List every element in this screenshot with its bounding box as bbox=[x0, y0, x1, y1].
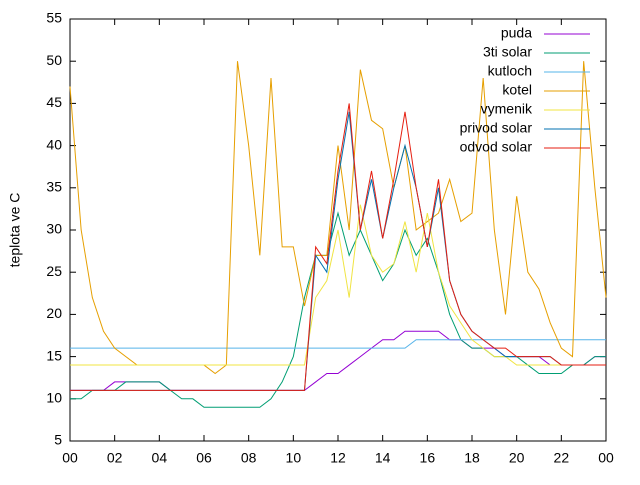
x-tick-label: 10 bbox=[286, 450, 302, 466]
y-axis-label: teplota ve C bbox=[7, 193, 23, 268]
x-tick-label: 08 bbox=[241, 450, 257, 466]
legend-label: privod solar bbox=[460, 120, 533, 136]
series-line bbox=[70, 103, 606, 391]
y-tick-label: 45 bbox=[46, 94, 62, 110]
x-tick-label: 18 bbox=[464, 450, 480, 466]
x-tick-label: 02 bbox=[107, 450, 123, 466]
y-tick-label: 40 bbox=[46, 136, 62, 152]
legend-label: puda bbox=[501, 25, 532, 41]
x-tick-label: 00 bbox=[598, 450, 614, 466]
x-tick-label: 16 bbox=[420, 450, 436, 466]
x-tick-label: 00 bbox=[62, 450, 78, 466]
x-tick-label: 20 bbox=[509, 450, 525, 466]
y-tick-label: 50 bbox=[46, 52, 62, 68]
y-tick-label: 30 bbox=[46, 221, 62, 237]
y-tick-label: 55 bbox=[46, 10, 62, 26]
series-line bbox=[70, 211, 606, 408]
x-tick-label: 12 bbox=[330, 450, 346, 466]
y-tick-label: 25 bbox=[46, 263, 62, 279]
legend-label: odvod solar bbox=[460, 139, 533, 155]
series-line bbox=[70, 204, 606, 366]
legend-label: kotel bbox=[502, 82, 532, 98]
legend-label: 3ti solar bbox=[483, 44, 532, 60]
x-tick-label: 22 bbox=[554, 450, 570, 466]
x-tick-label: 06 bbox=[196, 450, 212, 466]
y-tick-label: 10 bbox=[46, 390, 62, 406]
y-tick-label: 20 bbox=[46, 305, 62, 321]
x-tick-label: 04 bbox=[152, 450, 168, 466]
y-tick-label: 35 bbox=[46, 179, 62, 195]
legend-label: kutloch bbox=[488, 63, 532, 79]
series-line bbox=[70, 339, 606, 349]
y-tick-label: 5 bbox=[54, 432, 62, 448]
y-tick-label: 15 bbox=[46, 347, 62, 363]
legend-label: vymenik bbox=[481, 101, 533, 117]
x-tick-label: 14 bbox=[375, 450, 391, 466]
